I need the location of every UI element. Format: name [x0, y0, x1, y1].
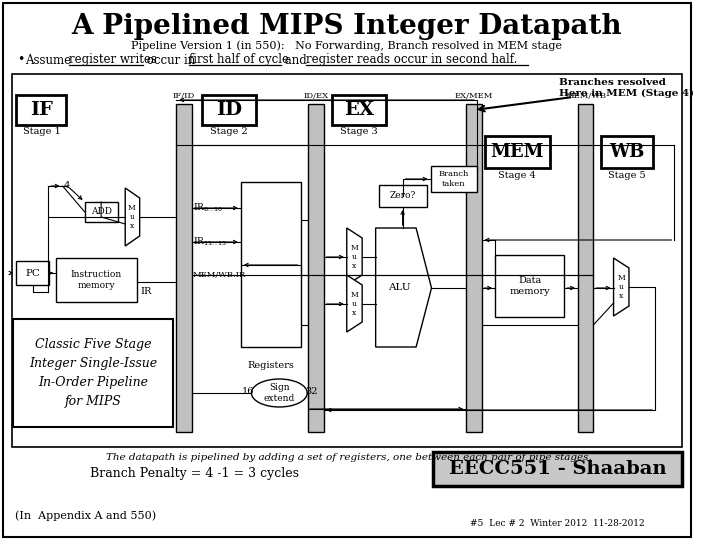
- Polygon shape: [347, 228, 362, 285]
- Bar: [202, 95, 256, 125]
- Bar: [431, 166, 477, 192]
- Bar: [56, 258, 137, 302]
- Text: A Pipelined MIPS Integer Datapath: A Pipelined MIPS Integer Datapath: [71, 12, 622, 39]
- Bar: [240, 182, 300, 347]
- Text: Data
memory: Data memory: [510, 276, 550, 296]
- Polygon shape: [347, 275, 362, 332]
- Text: M
u
x: M u x: [351, 244, 359, 270]
- Bar: [12, 74, 682, 447]
- Text: IR: IR: [140, 287, 152, 296]
- Text: IR$_{6..10}$: IR$_{6..10}$: [193, 202, 223, 214]
- Bar: [379, 185, 427, 207]
- Text: Branch Penalty = 4 -1 = 3 cycles: Branch Penalty = 4 -1 = 3 cycles: [89, 467, 299, 480]
- Bar: [176, 104, 192, 432]
- Text: occur in: occur in: [143, 53, 199, 66]
- Text: (In  Appendix A and 550): (In Appendix A and 550): [15, 511, 156, 521]
- Text: M
u
x: M u x: [351, 291, 359, 317]
- Text: Stage 5: Stage 5: [608, 171, 646, 179]
- Text: first half of cycle: first half of cycle: [189, 53, 289, 66]
- Text: Stage 2: Stage 2: [210, 127, 248, 137]
- Polygon shape: [613, 258, 629, 316]
- Bar: [485, 136, 550, 168]
- Text: WB: WB: [609, 143, 644, 161]
- Text: IF/ID: IF/ID: [173, 92, 195, 100]
- Bar: [578, 104, 593, 432]
- Text: Zero?: Zero?: [390, 192, 415, 200]
- Text: ADD: ADD: [91, 207, 112, 217]
- Text: M
u
x: M u x: [128, 204, 136, 230]
- Bar: [17, 95, 66, 125]
- Text: M
u
x: M u x: [617, 274, 625, 300]
- Text: Assume: Assume: [25, 53, 75, 66]
- Text: ID/EX: ID/EX: [303, 92, 328, 100]
- Text: ID: ID: [216, 101, 243, 119]
- Polygon shape: [376, 228, 431, 347]
- Text: Instruction
memory: Instruction memory: [71, 271, 122, 289]
- Text: MEM: MEM: [490, 143, 544, 161]
- Bar: [466, 104, 482, 432]
- Text: #5  Lec # 2  Winter 2012  11-28-2012: #5 Lec # 2 Winter 2012 11-28-2012: [470, 519, 645, 529]
- Bar: [433, 452, 682, 486]
- Text: register reads occur in second half.: register reads occur in second half.: [306, 53, 518, 66]
- Text: EX: EX: [344, 101, 374, 119]
- Bar: [17, 261, 49, 285]
- Text: EX/MEM: EX/MEM: [455, 92, 493, 100]
- Text: and: and: [282, 53, 311, 66]
- Text: Classic Five Stage
Integer Single-Issue
In-Order Pipeline
for MIPS: Classic Five Stage Integer Single-Issue …: [30, 338, 158, 408]
- Text: PC: PC: [25, 268, 40, 278]
- Bar: [495, 255, 564, 317]
- Text: IR$_{11..15}$: IR$_{11..15}$: [193, 236, 227, 248]
- Text: Stage 3: Stage 3: [341, 127, 378, 137]
- Text: EECC551 - Shaaban: EECC551 - Shaaban: [449, 460, 667, 478]
- Bar: [14, 319, 174, 427]
- Text: ALU: ALU: [389, 284, 411, 293]
- Text: MEM/WB.IR: MEM/WB.IR: [193, 271, 246, 279]
- Bar: [85, 202, 117, 222]
- Bar: [308, 104, 323, 432]
- Text: Stage 4: Stage 4: [498, 171, 536, 179]
- Text: 32: 32: [305, 387, 318, 395]
- Bar: [333, 95, 386, 125]
- Text: register writes: register writes: [69, 53, 157, 66]
- Text: The datapath is pipelined by adding a set of registers, one between each pair of: The datapath is pipelined by adding a se…: [106, 453, 592, 462]
- Text: IF: IF: [30, 101, 53, 119]
- Ellipse shape: [251, 379, 307, 407]
- Text: Branch
taken: Branch taken: [438, 171, 469, 187]
- Bar: [601, 136, 653, 168]
- Polygon shape: [125, 188, 140, 246]
- Text: 4: 4: [64, 181, 71, 191]
- Text: Pipeline Version 1 (in 550):   No Forwarding, Branch resolved in MEM stage: Pipeline Version 1 (in 550): No Forwardi…: [131, 40, 562, 51]
- Text: Branches resolved
Here in MEM (Stage 4): Branches resolved Here in MEM (Stage 4): [559, 78, 693, 98]
- Text: MEM/WB: MEM/WB: [565, 92, 606, 100]
- Text: 16: 16: [241, 387, 253, 395]
- Text: Sign
extend: Sign extend: [264, 383, 295, 403]
- Text: Registers: Registers: [247, 361, 294, 370]
- Text: Stage 1: Stage 1: [22, 127, 60, 137]
- Text: •: •: [17, 53, 24, 66]
